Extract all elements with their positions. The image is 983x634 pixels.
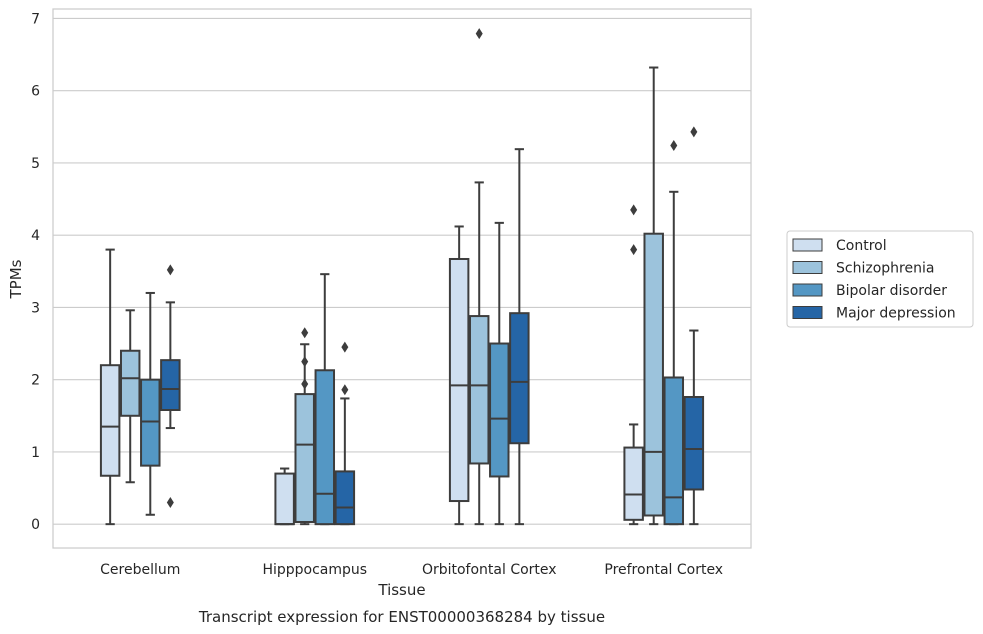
x-axis-title: Tissue (377, 581, 425, 599)
y-tick-label: 3 (31, 300, 40, 316)
box-iqr (99, 364, 121, 477)
x-tick-label: Cerebellum (100, 562, 180, 578)
y-tick-label: 1 (31, 445, 40, 461)
y-axis-ticks: 0 1 2 3 4 5 6 7 (31, 11, 40, 533)
series-schizophrenia (119, 28, 664, 526)
outlier-marker (670, 140, 678, 152)
box-iqr (683, 395, 705, 491)
outlier-marker (690, 126, 698, 138)
box-iqr (623, 446, 644, 521)
legend-swatch (792, 306, 823, 319)
y-tick-label: 4 (31, 228, 40, 244)
box-iqr (314, 369, 336, 526)
y-tick-label: 0 (31, 517, 40, 533)
box-iqr (294, 393, 315, 523)
chart-caption: Transcript expression for ENST0000036828… (198, 608, 605, 626)
legend-swatch (792, 238, 823, 252)
y-tick-label: 7 (31, 11, 40, 27)
series-bipolar-disorder (140, 140, 685, 526)
box-iqr (160, 359, 181, 411)
box-iqr (334, 470, 356, 526)
box-iqr (643, 232, 664, 517)
legend-swatch (792, 283, 823, 297)
box-iqr (663, 376, 685, 526)
box-iqr (509, 312, 530, 445)
y-tick-label: 6 (31, 84, 40, 100)
legend-entry-label: Control (836, 238, 887, 254)
y-tick-label: 5 (31, 156, 40, 172)
plot-area-frame (52, 8, 752, 549)
x-tick-label: Orbitofontal Cortex (422, 562, 557, 578)
outlier-marker (475, 28, 483, 40)
series-control (99, 204, 644, 526)
legend-entry-label: Bipolar disorder (836, 283, 947, 299)
x-tick-label: Hipppocampus (262, 562, 367, 578)
box-iqr (119, 349, 141, 417)
box-iqr (448, 257, 470, 503)
legend-swatch (792, 261, 823, 274)
outlier-marker (166, 496, 174, 508)
x-tick-label: Prefrontal Cortex (604, 562, 723, 578)
outlier-marker (301, 378, 309, 390)
legend-entry-label: Schizophrenia (836, 261, 934, 277)
legend-entry-label: Major depression (836, 306, 956, 322)
y-tick-label: 2 (31, 373, 40, 389)
outlier-marker (301, 327, 309, 339)
box-iqr (468, 315, 490, 465)
legend: Control Schizophrenia Bipolar disorder Majo… (786, 230, 974, 328)
legend-frame (786, 230, 974, 328)
box-iqr (274, 472, 295, 526)
outlier-marker (630, 244, 638, 256)
outlier-marker (630, 204, 638, 216)
outlier-marker (301, 356, 309, 368)
x-axis-ticks: Cerebellum Hipppocampus Orbitofontal Corte… (100, 562, 723, 578)
outlier-marker (341, 341, 349, 353)
series-major-depression (160, 126, 705, 526)
box-iqr (140, 378, 161, 467)
y-axis-title: TPMs (7, 259, 25, 299)
box-iqr (489, 342, 510, 478)
box-plot-series (99, 28, 705, 526)
outlier-marker (166, 264, 174, 276)
outlier-marker (341, 384, 349, 396)
